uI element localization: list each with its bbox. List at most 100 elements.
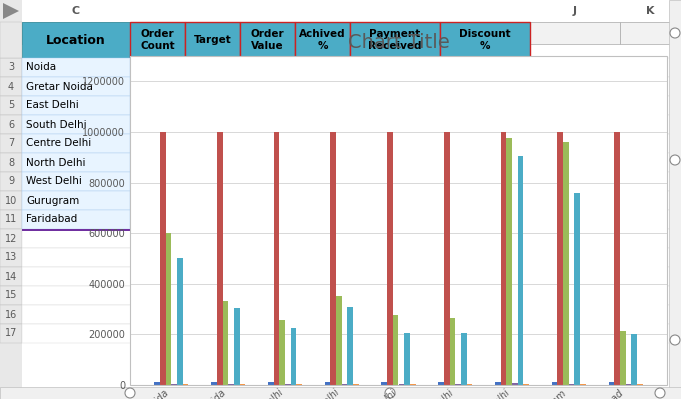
Bar	[130, 22, 185, 58]
Bar	[0, 267, 22, 286]
Text: Centre Delhi: Centre Delhi	[26, 138, 91, 148]
Bar	[0, 22, 681, 44]
Text: J: J	[573, 6, 577, 16]
Bar	[350, 22, 440, 44]
Bar	[22, 305, 681, 324]
Bar	[22, 229, 130, 231]
Text: Gretar Noida: Gretar Noida	[26, 81, 93, 91]
Bar	[172, 384, 177, 385]
Bar	[177, 259, 183, 385]
Bar	[240, 22, 295, 58]
Bar	[22, 115, 130, 134]
Bar	[0, 305, 22, 324]
Bar	[165, 233, 172, 385]
Bar	[336, 296, 342, 385]
Text: Faridabad: Faridabad	[26, 215, 77, 225]
Bar	[0, 115, 22, 134]
Bar	[620, 331, 626, 385]
Bar	[228, 384, 234, 385]
Text: 17: 17	[5, 328, 17, 338]
Text: K: K	[646, 6, 654, 16]
Bar	[0, 0, 22, 399]
Bar	[0, 77, 22, 96]
Text: 7: 7	[8, 138, 14, 148]
Bar	[449, 318, 456, 385]
Bar	[461, 333, 466, 385]
Text: Target: Target	[193, 35, 232, 45]
Bar	[291, 328, 296, 385]
Circle shape	[125, 388, 135, 398]
Bar	[22, 248, 681, 267]
Bar	[456, 384, 461, 385]
Bar	[0, 229, 22, 248]
Bar	[330, 132, 336, 385]
Bar	[155, 383, 160, 385]
Text: Order
Count: Order Count	[140, 29, 175, 51]
Bar	[217, 132, 223, 385]
Bar	[22, 172, 130, 191]
Bar	[185, 22, 240, 44]
Bar	[274, 132, 279, 385]
Bar	[22, 229, 681, 248]
Bar	[518, 156, 524, 385]
Bar	[22, 210, 130, 229]
Bar	[614, 132, 620, 385]
Bar	[22, 22, 130, 44]
Bar	[609, 383, 614, 385]
Text: Payment
Received: Payment Received	[368, 29, 422, 51]
Bar	[240, 22, 295, 44]
Bar	[0, 134, 22, 153]
Bar	[268, 383, 274, 385]
Bar	[0, 153, 22, 172]
Bar	[22, 77, 681, 96]
Bar	[393, 315, 398, 385]
Polygon shape	[3, 3, 19, 19]
Bar	[22, 96, 130, 115]
Bar	[405, 333, 410, 385]
Bar	[495, 383, 501, 385]
Bar	[22, 77, 130, 96]
Text: 11: 11	[5, 215, 17, 225]
Bar	[501, 132, 507, 385]
Bar	[398, 384, 405, 385]
Text: G: G	[318, 6, 327, 16]
Bar	[22, 324, 681, 343]
Text: 12: 12	[5, 233, 17, 243]
Bar	[211, 383, 217, 385]
Bar	[350, 22, 440, 58]
Bar	[160, 132, 165, 385]
Text: Discount
%: Discount %	[459, 29, 511, 51]
Text: Gurugram: Gurugram	[26, 196, 79, 205]
Bar	[575, 193, 580, 385]
Bar	[342, 384, 347, 385]
Bar	[0, 22, 22, 44]
Bar	[22, 153, 130, 172]
Bar	[325, 383, 330, 385]
Text: 8: 8	[8, 158, 14, 168]
Text: D: D	[153, 6, 162, 16]
Bar	[563, 142, 569, 385]
Text: 14: 14	[5, 271, 17, 282]
Text: East Delhi: East Delhi	[26, 101, 79, 111]
Text: 3: 3	[8, 63, 14, 73]
Bar	[0, 248, 22, 267]
Text: North Delhi: North Delhi	[26, 158, 86, 168]
Bar	[130, 22, 185, 44]
Bar	[0, 191, 22, 210]
Bar	[22, 172, 681, 191]
Bar	[440, 22, 530, 58]
Bar	[185, 22, 240, 58]
Bar	[507, 138, 512, 385]
Bar	[22, 153, 681, 172]
Bar	[22, 96, 681, 115]
Text: 15: 15	[5, 290, 17, 300]
Bar	[22, 286, 681, 305]
Circle shape	[655, 388, 665, 398]
Bar	[0, 387, 681, 399]
Bar	[22, 22, 130, 58]
Bar	[279, 320, 285, 385]
Bar	[0, 210, 22, 229]
Bar	[295, 22, 350, 58]
Bar	[22, 134, 681, 153]
Bar	[444, 132, 449, 385]
